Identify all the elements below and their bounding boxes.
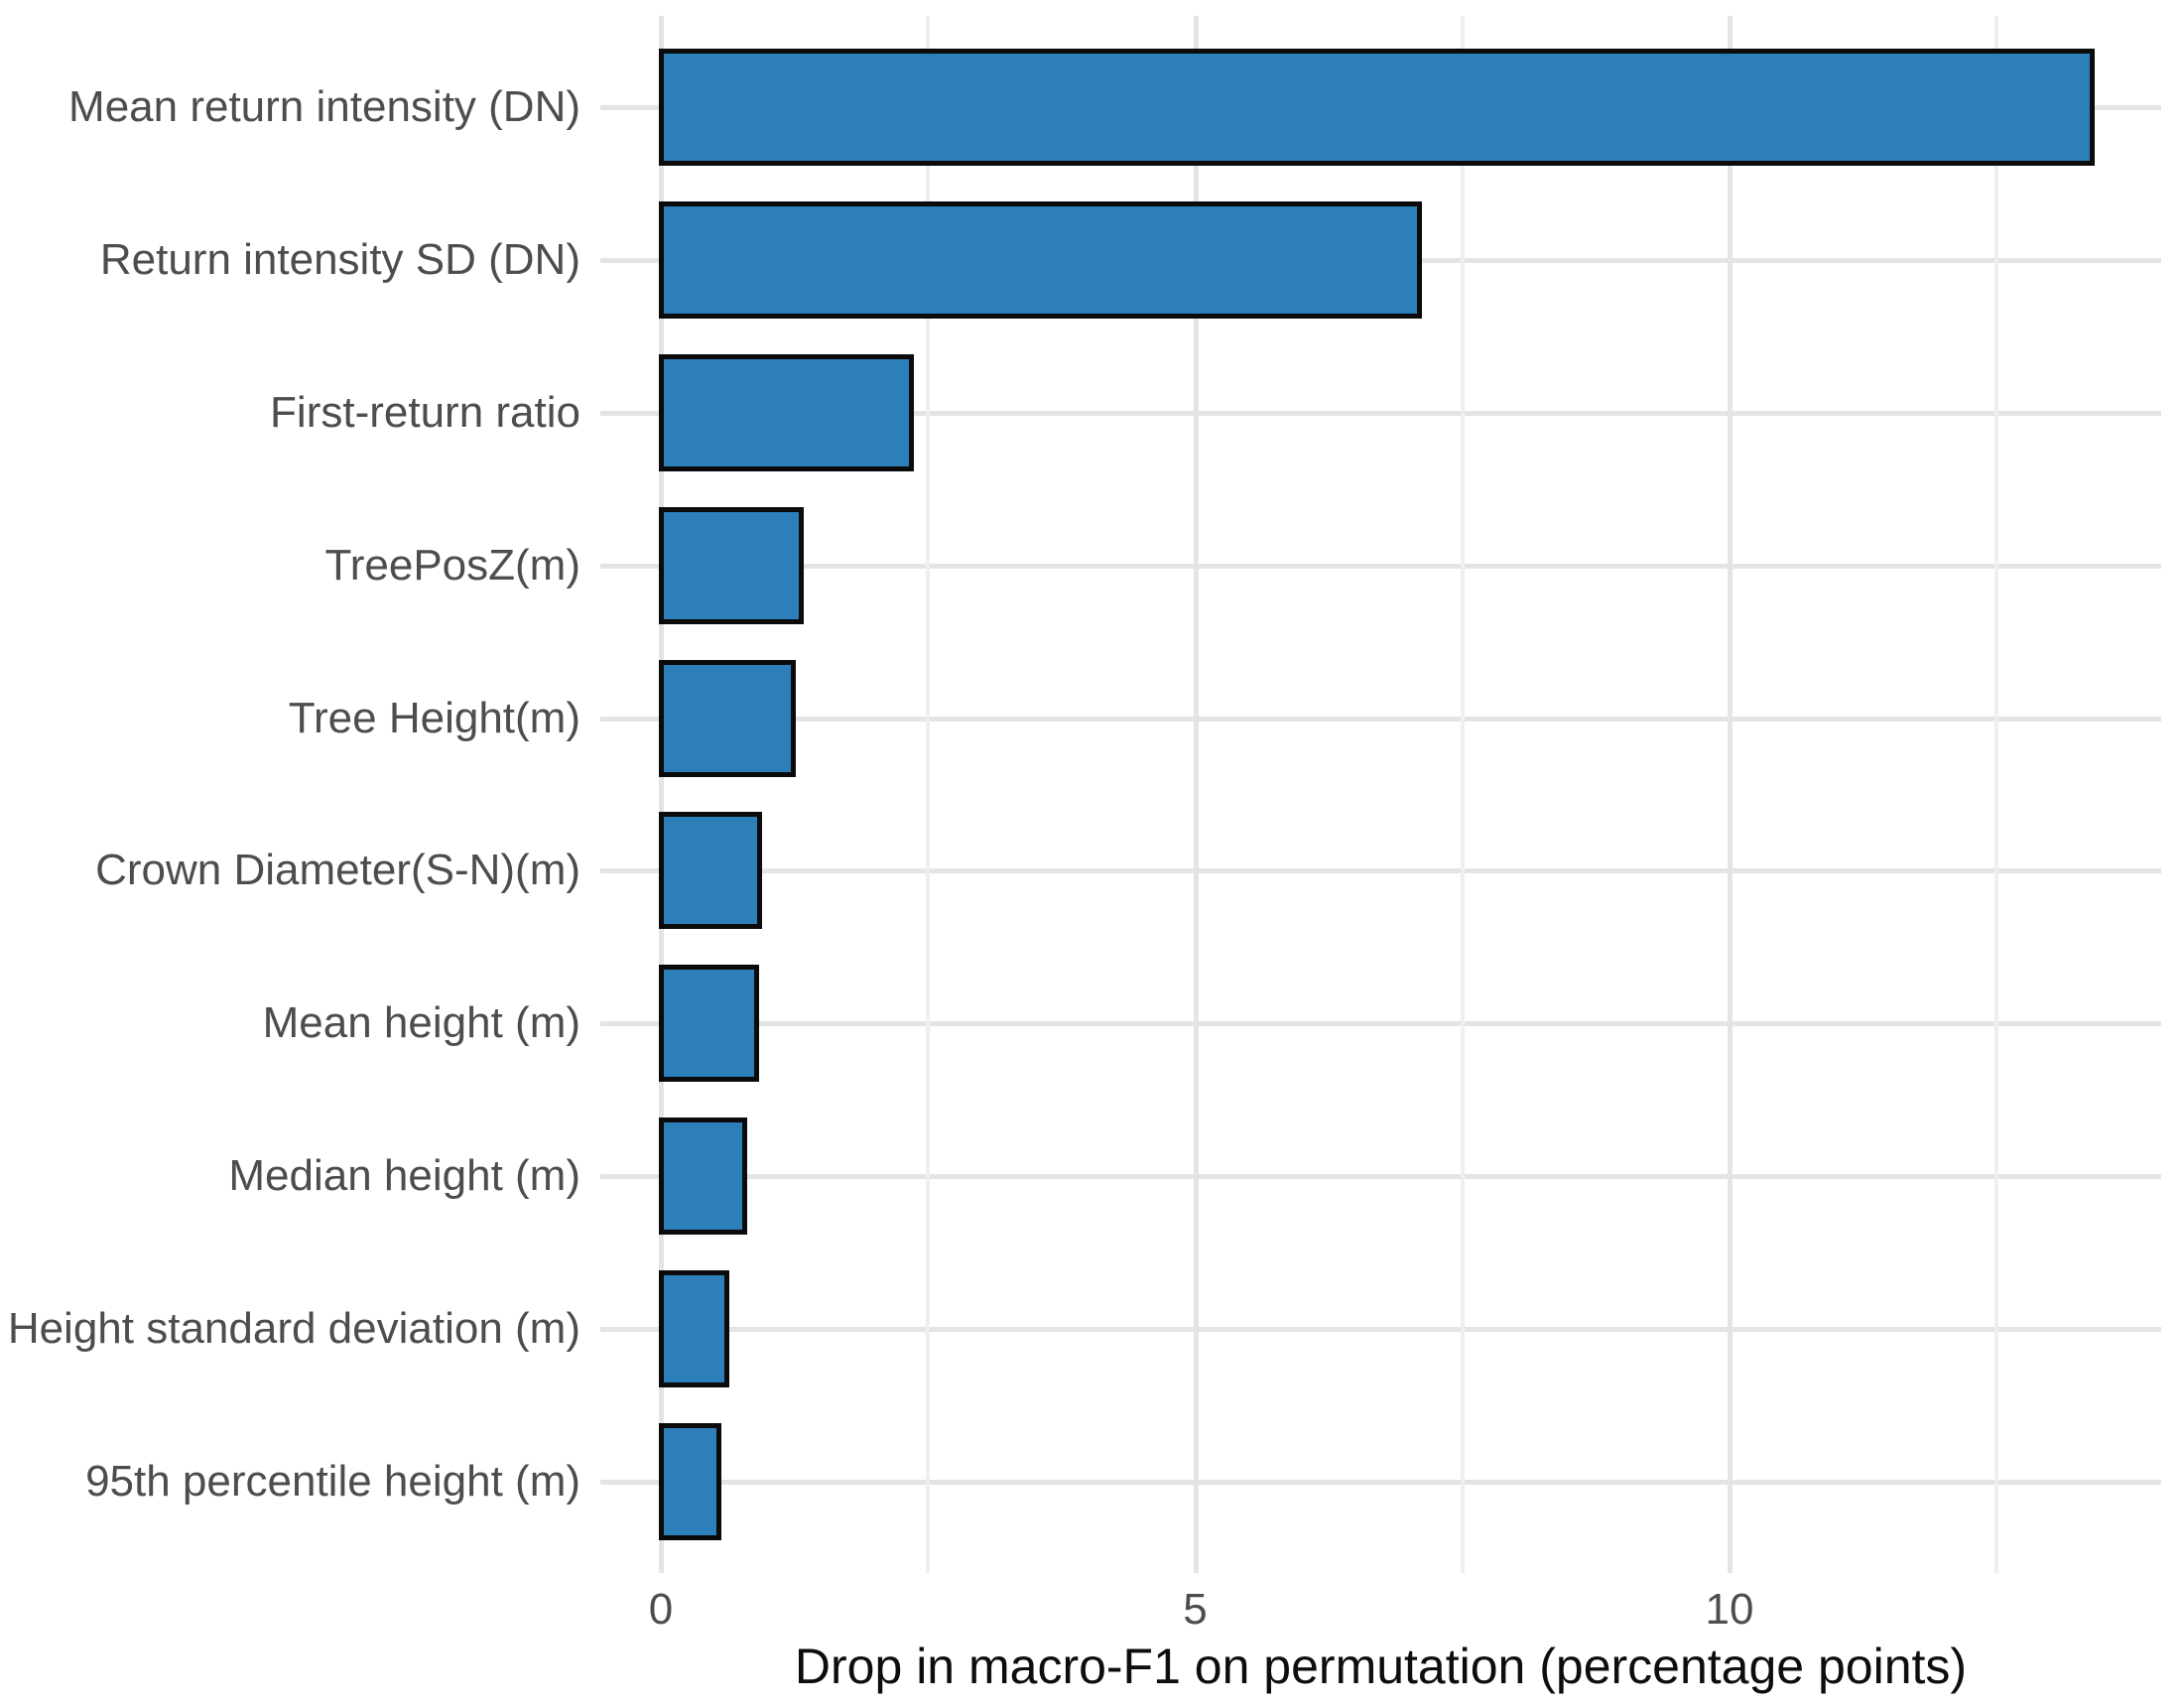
bar <box>659 965 759 1083</box>
bar <box>659 1422 722 1540</box>
y-axis-label: Mean return intensity (DN) <box>68 82 580 132</box>
y-axis-label: Height standard deviation (m) <box>7 1303 580 1353</box>
gridline-vertical-major <box>659 16 664 1573</box>
y-axis-label: Median height (m) <box>228 1151 580 1201</box>
gridline-horizontal <box>600 1174 2161 1180</box>
plot-panel <box>600 16 2161 1573</box>
gridline-horizontal <box>600 1021 2161 1027</box>
bar <box>659 659 796 777</box>
gridline-horizontal <box>600 563 2161 569</box>
gridline-vertical-minor <box>926 16 931 1573</box>
bar <box>659 353 915 471</box>
x-tick-label: 0 <box>648 1585 674 1634</box>
x-tick-label: 5 <box>1183 1585 1208 1634</box>
bar <box>659 201 1422 320</box>
bar <box>659 812 763 930</box>
bar <box>659 1117 748 1236</box>
gridline-horizontal <box>600 868 2161 874</box>
bar <box>659 506 805 624</box>
y-axis-label: Return intensity SD (DN) <box>99 235 580 285</box>
gridline-horizontal <box>600 1326 2161 1332</box>
gridline-vertical-major <box>1728 16 1733 1573</box>
y-axis-label: Tree Height(m) <box>288 693 580 742</box>
x-tick-label: 10 <box>1705 1585 1754 1634</box>
y-axis-label: TreePosZ(m) <box>324 540 581 590</box>
gridline-vertical-major <box>1193 16 1199 1573</box>
gridline-horizontal <box>600 716 2161 722</box>
y-axis-label: First-return ratio <box>270 387 580 437</box>
gridline-horizontal <box>600 410 2161 416</box>
bar <box>659 1269 729 1387</box>
gridline-horizontal <box>600 1479 2161 1485</box>
gridline-vertical-minor <box>1460 16 1465 1573</box>
y-axis-label: Mean height (m) <box>262 998 580 1048</box>
gridline-vertical-minor <box>1994 16 1999 1573</box>
y-axis-label: 95th percentile height (m) <box>85 1456 580 1506</box>
bar <box>659 49 2096 167</box>
y-axis-label: Crown Diameter(S-N)(m) <box>95 846 580 895</box>
x-axis-title: Drop in macro-F1 on permutation (percent… <box>794 1639 1968 1694</box>
